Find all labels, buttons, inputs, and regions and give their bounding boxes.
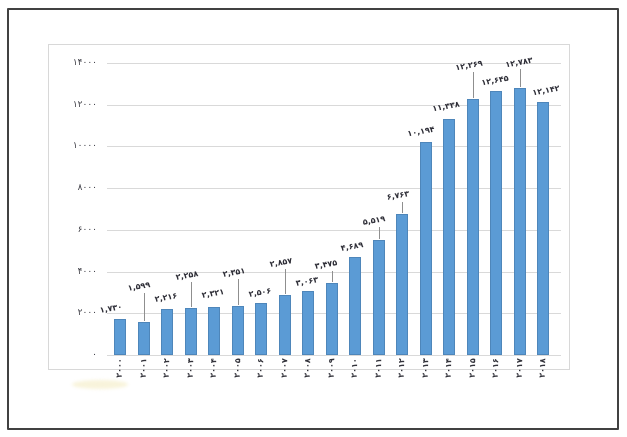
x-tick-label: ۲۰۰۰ (114, 358, 125, 378)
y-tick-label: ۱۲۰۰۰ (72, 99, 97, 110)
x-tick-label: ۲۰۱۱ (373, 358, 383, 378)
x-tick-label: ۲۰۰۱ (138, 358, 148, 378)
x-tick-label: ۲۰۰۸ (302, 358, 313, 378)
x-tick-label: ۲۰۱۷ (514, 358, 524, 378)
label-leader-line (143, 292, 145, 321)
gridline (107, 146, 561, 148)
gridline (107, 271, 561, 273)
gridline (107, 188, 561, 190)
bar (443, 118, 455, 355)
label-leader-line (237, 279, 239, 305)
bar (184, 307, 197, 355)
gridline (107, 229, 561, 231)
bar (419, 142, 432, 355)
bar (466, 99, 479, 355)
x-tick-label: ۲۰۱۳ (420, 358, 430, 378)
bar (537, 101, 549, 355)
y-tick-label: ۰ (92, 350, 97, 360)
gridline (107, 63, 561, 64)
x-tick-label: ۲۰۱۲ (396, 358, 407, 378)
gridline (107, 104, 561, 106)
bar (278, 295, 291, 355)
label-leader-line (519, 69, 521, 88)
x-tick-label: ۲۰۰۷ (279, 358, 289, 378)
x-tick-label: ۲۰۰۲ (161, 358, 172, 378)
x-tick-label: ۲۰۰۶ (255, 358, 266, 378)
y-tick-label: ۱۴۰۰۰ (72, 58, 97, 68)
x-tick-label: ۲۰۰۳ (185, 358, 195, 378)
x-tick-label: ۲۰۱۵ (467, 358, 477, 378)
x-tick-label: ۲۰۰۵ (232, 358, 242, 378)
label-leader-line (402, 201, 403, 213)
image-border (7, 8, 619, 430)
x-tick-label: ۲۰۰۴ (208, 358, 219, 378)
bar (513, 88, 526, 355)
y-tick-label: ۸۰۰۰ (77, 183, 97, 194)
bar (208, 306, 220, 355)
label-leader-line (472, 72, 474, 99)
label-leader-line (331, 270, 333, 282)
label-leader-line (190, 281, 192, 307)
x-tick-label: ۲۰۰۹ (326, 358, 336, 378)
y-tick-label: ۱۰۰۰۰ (72, 141, 97, 152)
highlighter-smudge (72, 380, 128, 389)
x-tick-label: ۲۰۱۰ (349, 358, 360, 378)
bar (255, 302, 267, 355)
y-tick-label: ۴۰۰۰ (77, 266, 97, 277)
bar (490, 91, 502, 355)
gridline (107, 355, 561, 356)
label-leader-line (284, 269, 286, 295)
y-tick-label: ۲۰۰۰ (77, 308, 97, 319)
bar (114, 318, 126, 355)
bar (325, 282, 338, 355)
bar (161, 308, 173, 355)
x-tick-label: ۲۰۱۸ (537, 358, 548, 378)
x-tick-label: ۲۰۱۶ (490, 358, 501, 378)
y-tick-label: ۶۰۰۰ (77, 224, 97, 235)
bar (349, 257, 361, 355)
bar (372, 239, 385, 355)
bar (137, 321, 150, 355)
bar (396, 213, 408, 355)
x-tick-label: ۲۰۱۴ (443, 358, 454, 378)
bar (302, 291, 314, 355)
label-leader-line (378, 226, 380, 239)
bar (231, 306, 244, 355)
chart-plot-area: ۰ ۲۰۰۰ ۴۰۰۰ ۶۰۰۰ ۸۰۰۰ ۱۰۰۰۰ ۱۲۰۰۰ ۱۴۰۰۰ ۱,۷۳۰ ۱,… (48, 44, 570, 378)
